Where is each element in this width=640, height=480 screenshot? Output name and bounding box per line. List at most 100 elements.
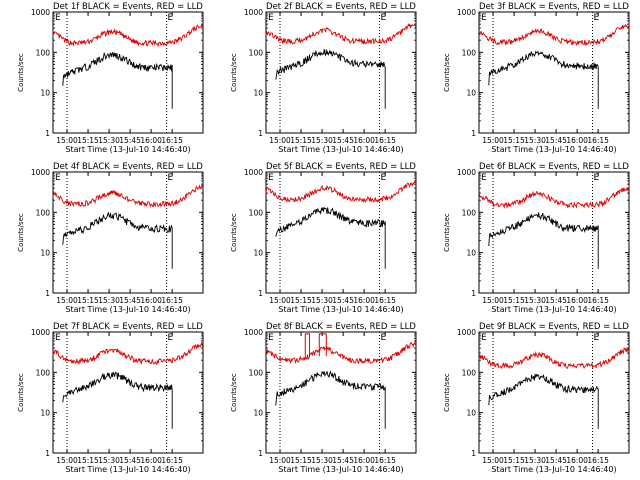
x-tick-label: 16:15 [587, 136, 609, 145]
series-events-line [488, 373, 599, 429]
series-events-line [488, 50, 599, 109]
x-tick-label: 16:00 [566, 136, 588, 145]
panel-title: Det 9f BLACK = Events, RED = LLD [479, 322, 629, 332]
plot-frame [265, 331, 417, 454]
y-tick-label: 100 [249, 48, 264, 57]
panel-title: Det 8f BLACK = Events, RED = LLD [266, 322, 416, 332]
x-tick-label: 15:45 [545, 136, 567, 145]
x-tick-label: 15:15 [503, 456, 525, 465]
plot-frame [265, 171, 417, 294]
x-tick-label: 15:30 [98, 456, 120, 465]
marker-e-right: E [168, 13, 174, 23]
y-tick-label: 10 [40, 249, 50, 258]
x-tick-label: 15:00 [269, 136, 291, 145]
x-tick-label: 16:15 [587, 456, 609, 465]
y-axis-label: Counts/sec [443, 373, 451, 412]
x-tick-label: 16:15 [374, 456, 396, 465]
series-lld-spike [318, 333, 327, 357]
x-tick-label: 15:45 [545, 456, 567, 465]
x-tick-label: 15:45 [332, 456, 354, 465]
panel-det-1: Det 1f BLACK = Events, RED = LLD 1 10 100 10… [17, 2, 204, 154]
panel-title: Det 6f BLACK = Events, RED = LLD [479, 162, 629, 172]
series-events-line [62, 51, 173, 109]
y-tick-label: 100 [249, 208, 264, 217]
x-tick-label: 15:00 [482, 136, 504, 145]
y-tick-label: 100 [36, 48, 51, 57]
y-tick-label: 1000 [457, 328, 476, 337]
panel-det-8: Det 8f BLACK = Events, RED = LLD 1 10 100 10… [230, 322, 417, 474]
y-tick-label: 1000 [31, 328, 50, 337]
x-tick-label: 15:00 [482, 456, 504, 465]
x-tick-label: 15:15 [77, 136, 99, 145]
panel-title: Det 1f BLACK = Events, RED = LLD [53, 2, 203, 12]
series-lld-line [478, 186, 630, 209]
x-tick-label: 15:45 [332, 136, 354, 145]
panel-title: Det 5f BLACK = Events, RED = LLD [266, 162, 416, 172]
x-tick-label: 16:15 [374, 136, 396, 145]
series-lld-spike [304, 333, 310, 357]
x-axis-label: Start Time (13-Jul-10 14:46:40) [65, 145, 190, 154]
marker-e-right: E [594, 173, 600, 183]
y-axis-label: Counts/sec [230, 213, 238, 252]
x-tick-label: 16:00 [140, 136, 162, 145]
series-lld-line [52, 184, 204, 208]
y-tick-label: 100 [36, 208, 51, 217]
x-tick-label: 16:00 [566, 456, 588, 465]
x-tick-label: 15:30 [311, 296, 333, 305]
y-tick-label: 100 [462, 368, 477, 377]
x-tick-label: 16:15 [587, 296, 609, 305]
panel-det-5: Det 5f BLACK = Events, RED = LLD 1 10 100 10… [230, 162, 417, 314]
x-tick-label: 15:30 [524, 296, 546, 305]
series-lld-line [265, 23, 417, 45]
x-tick-label: 16:00 [566, 296, 588, 305]
x-tick-label: 16:15 [374, 296, 396, 305]
y-axis-label: Counts/sec [230, 53, 238, 92]
x-tick-label: 15:30 [311, 456, 333, 465]
x-tick-label: 15:30 [524, 136, 546, 145]
series-events-line [275, 49, 386, 109]
plot-frame [52, 11, 204, 134]
x-axis-label: Start Time (13-Jul-10 14:46:40) [491, 465, 616, 474]
plot-frame [478, 331, 630, 454]
y-tick-label: 1000 [244, 8, 263, 17]
x-tick-label: 16:15 [161, 296, 183, 305]
plot-frame [265, 11, 417, 134]
series-lld-line [265, 339, 417, 365]
series-lld-line [52, 341, 204, 366]
plot-frame [478, 11, 630, 134]
x-axis-label: Start Time (13-Jul-10 14:46:40) [65, 305, 190, 314]
y-tick-label: 1 [45, 129, 50, 138]
panel-title: Det 2f BLACK = Events, RED = LLD [266, 2, 416, 12]
series-events-line [275, 370, 386, 429]
y-tick-label: 100 [462, 208, 477, 217]
x-tick-label: 15:00 [56, 456, 78, 465]
y-tick-label: 1 [471, 289, 476, 298]
marker-e-right: E [168, 333, 174, 343]
y-tick-label: 10 [253, 409, 263, 418]
x-tick-label: 15:00 [56, 136, 78, 145]
x-tick-label: 16:00 [353, 296, 375, 305]
panel-det-6: Det 6f BLACK = Events, RED = LLD 1 10 100 10… [443, 162, 630, 314]
x-tick-label: 16:00 [353, 456, 375, 465]
x-axis-label: Start Time (13-Jul-10 14:46:40) [65, 465, 190, 474]
marker-e-right: E [381, 173, 387, 183]
series-lld-line [265, 181, 417, 204]
series-events-line [488, 212, 599, 269]
marker-e-left: E [55, 333, 61, 343]
x-tick-label: 15:15 [77, 296, 99, 305]
y-tick-label: 1 [258, 289, 263, 298]
x-tick-label: 15:45 [119, 456, 141, 465]
x-tick-label: 15:30 [98, 136, 120, 145]
y-tick-label: 1000 [457, 8, 476, 17]
panel-title: Det 4f BLACK = Events, RED = LLD [53, 162, 203, 172]
y-tick-label: 10 [40, 409, 50, 418]
y-tick-label: 1 [45, 449, 50, 458]
marker-e-right: E [168, 173, 174, 183]
series-lld-line [478, 346, 630, 370]
y-tick-label: 10 [253, 249, 263, 258]
y-tick-label: 10 [466, 249, 476, 258]
y-tick-label: 10 [253, 89, 263, 98]
x-tick-label: 15:45 [545, 296, 567, 305]
x-tick-label: 15:15 [503, 296, 525, 305]
